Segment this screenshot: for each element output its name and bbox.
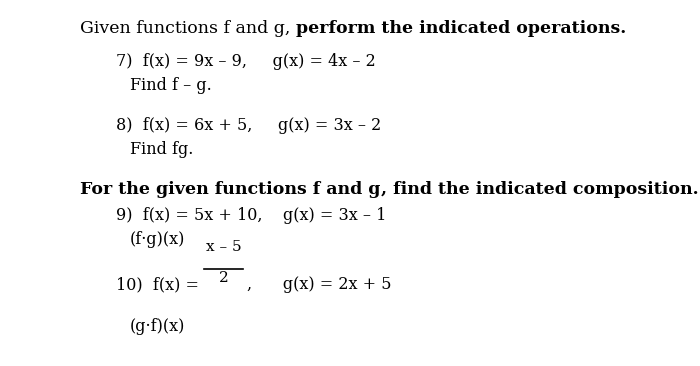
Text: 10)  f(x) =: 10) f(x) = [116,276,204,293]
Text: , find the indicated composition.: , find the indicated composition. [381,181,699,198]
Text: 7)  f(x) = 9x – 9,     g(x) = 4x – 2: 7) f(x) = 9x – 9, g(x) = 4x – 2 [116,53,375,70]
Text: x – 5: x – 5 [206,240,241,254]
Text: Given functions f and g,: Given functions f and g, [80,20,296,37]
Text: ,      g(x) = 2x + 5: , g(x) = 2x + 5 [247,276,391,293]
Text: (g·f)(x): (g·f)(x) [130,318,185,335]
Text: (f·g)(x): (f·g)(x) [130,231,185,247]
Text: 8)  f(x) = 6x + 5,     g(x) = 3x – 2: 8) f(x) = 6x + 5, g(x) = 3x – 2 [116,117,381,134]
Text: For the given functions f and g: For the given functions f and g [80,181,381,198]
Text: perform the indicated operations.: perform the indicated operations. [296,20,626,37]
Text: Find f – g.: Find f – g. [130,77,211,94]
Text: 2: 2 [218,271,228,285]
Text: Find fg.: Find fg. [130,141,193,158]
Text: 9)  f(x) = 5x + 10,    g(x) = 3x – 1: 9) f(x) = 5x + 10, g(x) = 3x – 1 [116,207,386,224]
